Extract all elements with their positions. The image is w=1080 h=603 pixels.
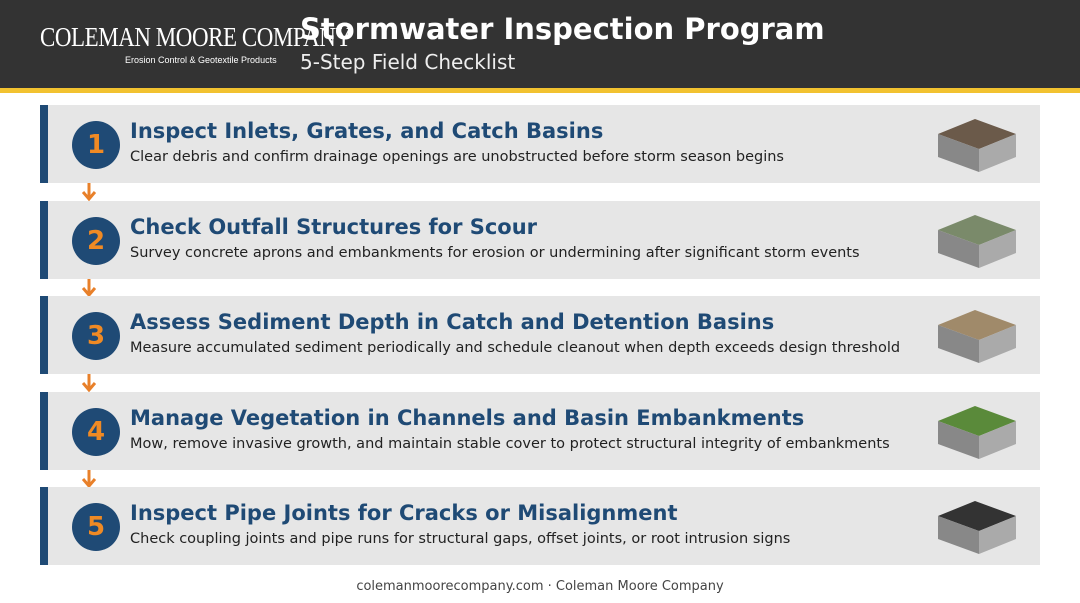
icon-art bbox=[938, 405, 1016, 459]
step-description: Survey concrete aprons and embankments f… bbox=[130, 244, 860, 261]
step-icon bbox=[928, 496, 1022, 556]
step-icon bbox=[928, 210, 1022, 270]
step-icon bbox=[928, 114, 1022, 174]
icon-art bbox=[938, 310, 1016, 363]
step-description: Mow, remove invasive growth, and maintai… bbox=[130, 435, 890, 452]
arrow-art bbox=[81, 183, 97, 202]
subtitle: 5-Step Field Checklist bbox=[300, 50, 516, 74]
tagline: Erosion Control & Geotextile Products bbox=[125, 55, 277, 65]
step-title: Check Outfall Structures for Scour bbox=[130, 214, 538, 239]
arrow-art bbox=[81, 374, 97, 393]
step-number: 2 bbox=[72, 216, 120, 265]
icon-art bbox=[938, 214, 1016, 268]
arrow bbox=[81, 374, 97, 396]
step-number: 5 bbox=[72, 503, 120, 551]
accent-bar bbox=[0, 88, 1080, 93]
step-title: Inspect Inlets, Grates, and Catch Basins bbox=[130, 119, 604, 143]
step-row: 3 Assess Sediment Depth in Catch and Dete… bbox=[40, 296, 1040, 374]
arrow bbox=[81, 278, 97, 301]
step-row: 2 Check Outfall Structures for Scour Surve… bbox=[40, 200, 1040, 279]
icon-art bbox=[938, 501, 1016, 554]
brand: COLEMAN MOORE COMPANY bbox=[40, 22, 352, 52]
step-row: 1 Inspect Inlets, Grates, and Catch Basin… bbox=[40, 105, 1040, 183]
step-title: Assess Sediment Depth in Catch and Deten… bbox=[130, 310, 775, 334]
arrow bbox=[81, 469, 97, 492]
arrow bbox=[81, 183, 97, 205]
step-title: Inspect Pipe Joints for Cracks or Misali… bbox=[130, 501, 678, 525]
footer: colemanmoorecompany.com · Coleman Moore … bbox=[356, 579, 724, 594]
step-description: Check coupling joints and pipe runs for … bbox=[130, 531, 791, 547]
icon-art bbox=[938, 119, 1016, 172]
header: COLEMAN MOORE COMPANY Erosion Control & … bbox=[0, 0, 1080, 88]
step-row: 4 Manage Vegetation in Channels and Basin… bbox=[40, 391, 1040, 470]
step-number: 4 bbox=[72, 407, 120, 456]
title: Stormwater Inspection Program bbox=[300, 12, 825, 46]
step-title: Manage Vegetation in Channels and Basin … bbox=[130, 405, 805, 430]
step-description: Clear debris and confirm drainage openin… bbox=[130, 149, 784, 165]
step-number: 1 bbox=[72, 121, 120, 169]
step-description: Measure accumulated sediment periodicall… bbox=[130, 340, 901, 356]
arrow-art bbox=[81, 469, 97, 488]
step-icon bbox=[928, 305, 1022, 365]
arrow-art bbox=[81, 278, 97, 297]
step-row: 5 Inspect Pipe Joints for Cracks or Misal… bbox=[40, 487, 1040, 565]
step-number: 3 bbox=[72, 312, 120, 360]
step-icon bbox=[928, 401, 1022, 461]
